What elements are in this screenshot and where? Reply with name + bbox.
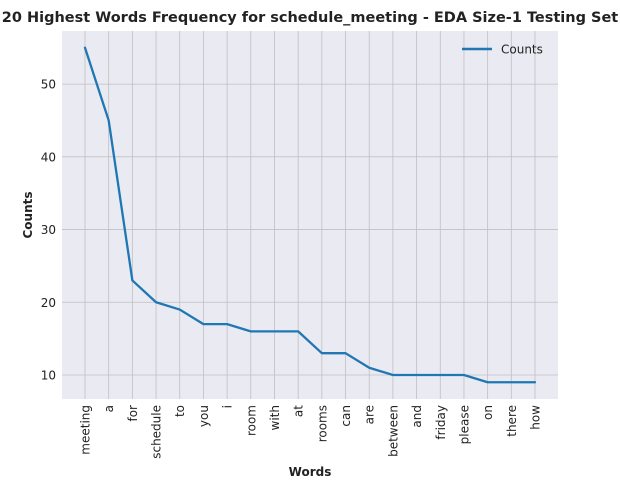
- x-axis-ticks: meeting a for schedule to you i room with at rooms…: [79, 405, 543, 459]
- x-axis-label: Words: [289, 465, 332, 479]
- x-tick-label: are: [363, 405, 377, 424]
- legend: Counts: [462, 43, 543, 57]
- x-tick-label: room: [244, 405, 258, 436]
- series-layer: [83, 46, 537, 384]
- x-tick-label: please: [457, 405, 471, 444]
- chart-title: 20 Highest Words Frequency for schedule_…: [2, 10, 619, 26]
- grid-lines: [62, 31, 558, 399]
- y-tick-label: 30: [41, 223, 56, 237]
- x-tick-label: for: [126, 405, 140, 422]
- y-tick-label: 20: [41, 296, 56, 310]
- y-tick-label: 40: [41, 150, 56, 164]
- y-tick-label: 10: [41, 369, 56, 383]
- x-tick-label: between: [386, 405, 400, 457]
- x-tick-label: with: [268, 405, 282, 430]
- legend-label-counts: Counts: [501, 43, 543, 57]
- x-tick-label: there: [505, 405, 519, 437]
- x-tick-label: rooms: [315, 405, 329, 442]
- plot-area: [62, 31, 558, 399]
- x-tick-label: i: [221, 405, 235, 408]
- y-axis-ticks: 10 20 30 40 50: [41, 78, 56, 383]
- x-tick-label: you: [197, 405, 211, 427]
- x-tick-label: how: [529, 405, 543, 430]
- x-tick-label: a: [102, 405, 116, 412]
- x-tick-label: to: [173, 405, 187, 417]
- series-line-counts: [83, 46, 537, 384]
- x-tick-label: at: [292, 405, 306, 417]
- x-tick-label: schedule: [150, 405, 164, 459]
- x-tick-label: can: [339, 405, 353, 427]
- y-tick-label: 50: [41, 78, 56, 92]
- x-tick-label: and: [410, 405, 424, 428]
- x-tick-label: friday: [434, 405, 448, 440]
- x-tick-label: meeting: [79, 405, 93, 455]
- x-tick-label: on: [481, 405, 495, 420]
- y-axis-label: Counts: [21, 191, 35, 238]
